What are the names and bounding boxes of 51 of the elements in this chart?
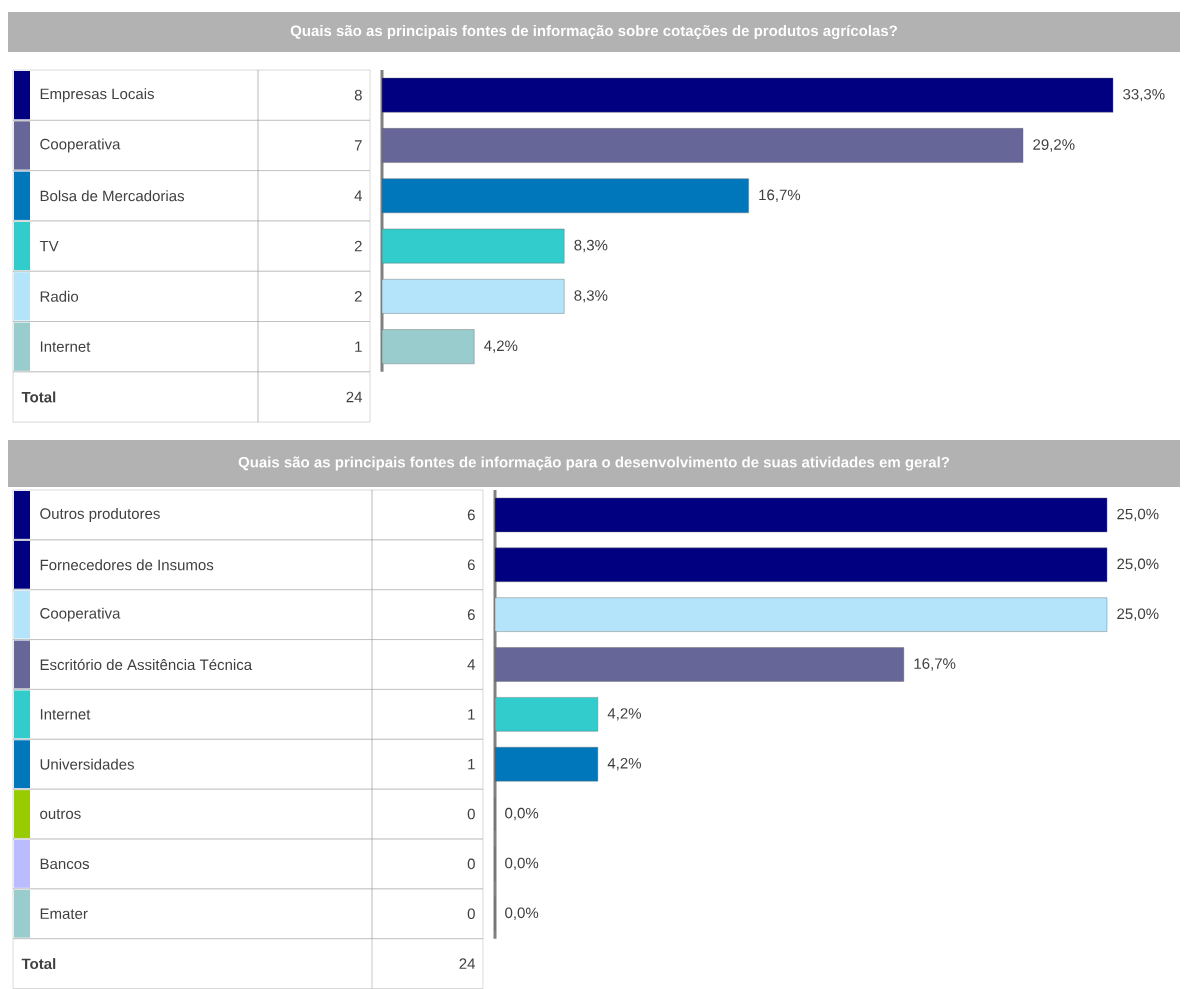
text: 0 (467, 908, 475, 920)
y-tick-label: Internet (40, 709, 91, 720)
y-tick-label: Internet (40, 341, 91, 352)
text: 24 (459, 958, 476, 969)
data-label: 0,0% (505, 907, 539, 920)
text: 0 (467, 808, 475, 820)
text: 1 (468, 709, 475, 720)
data-label: 8,3% (574, 239, 608, 253)
text: 6 (467, 559, 475, 571)
y-tick-label: Fornecedores de Insumos (40, 559, 214, 571)
data-label: 25,0% (1117, 558, 1159, 571)
y-tick-label: outros (40, 809, 81, 819)
data-label: 16,7% (914, 658, 956, 671)
y-tick-label: Cooperativa (40, 138, 121, 153)
text: 2 (354, 240, 362, 252)
y-tick-label: Empresas Locais (40, 88, 154, 103)
y-tick-label: Escritório de Assitência Técnica (40, 658, 253, 671)
y-tick-label: Bancos (40, 858, 90, 870)
text: 1 (468, 759, 475, 770)
y-tick-label: Universidades (40, 758, 135, 770)
text: 0 (467, 858, 475, 870)
data-label: 4,2% (484, 340, 518, 353)
y-tick-label: Emater (40, 908, 88, 919)
data-label: 33,3% (1123, 88, 1165, 102)
chart-title: Quais são as principais fontes de informação sobre cotações de produtos agrícolas? (290, 24, 897, 40)
y-tick-label: Cooperativa (40, 607, 121, 622)
data-label: 0,0% (505, 857, 539, 871)
y-tick-label: Bolsa de Mercadorias (40, 190, 185, 202)
text: 6 (467, 609, 475, 620)
chart-title: Quais são as principais fontes de informação para o desenvolvimento de suas atividades em geral? (238, 456, 950, 471)
data-label: 0,0% (505, 807, 539, 821)
text: Total (21, 391, 56, 403)
y-tick-label: TV (39, 240, 59, 252)
text: 2 (354, 291, 362, 302)
text: 6 (467, 509, 475, 521)
y-tick-label: Outros produtores (40, 507, 160, 522)
data-label: 8,3% (574, 290, 608, 303)
text: Total (21, 958, 56, 970)
text: 7 (354, 140, 362, 151)
text: 1 (355, 341, 362, 352)
data-label: 4,2% (607, 708, 641, 721)
y-tick-label: Radio (40, 290, 79, 302)
text: 24 (346, 391, 363, 403)
text: 8 (354, 89, 362, 101)
data-label: 4,2% (607, 757, 641, 771)
data-label: 16,7% (759, 189, 801, 202)
data-label: 25,0% (1117, 508, 1159, 522)
data-label: 29,2% (1033, 139, 1075, 152)
text: 4 (354, 190, 363, 201)
data-label: 25,0% (1117, 608, 1159, 621)
text: 4 (467, 659, 476, 670)
